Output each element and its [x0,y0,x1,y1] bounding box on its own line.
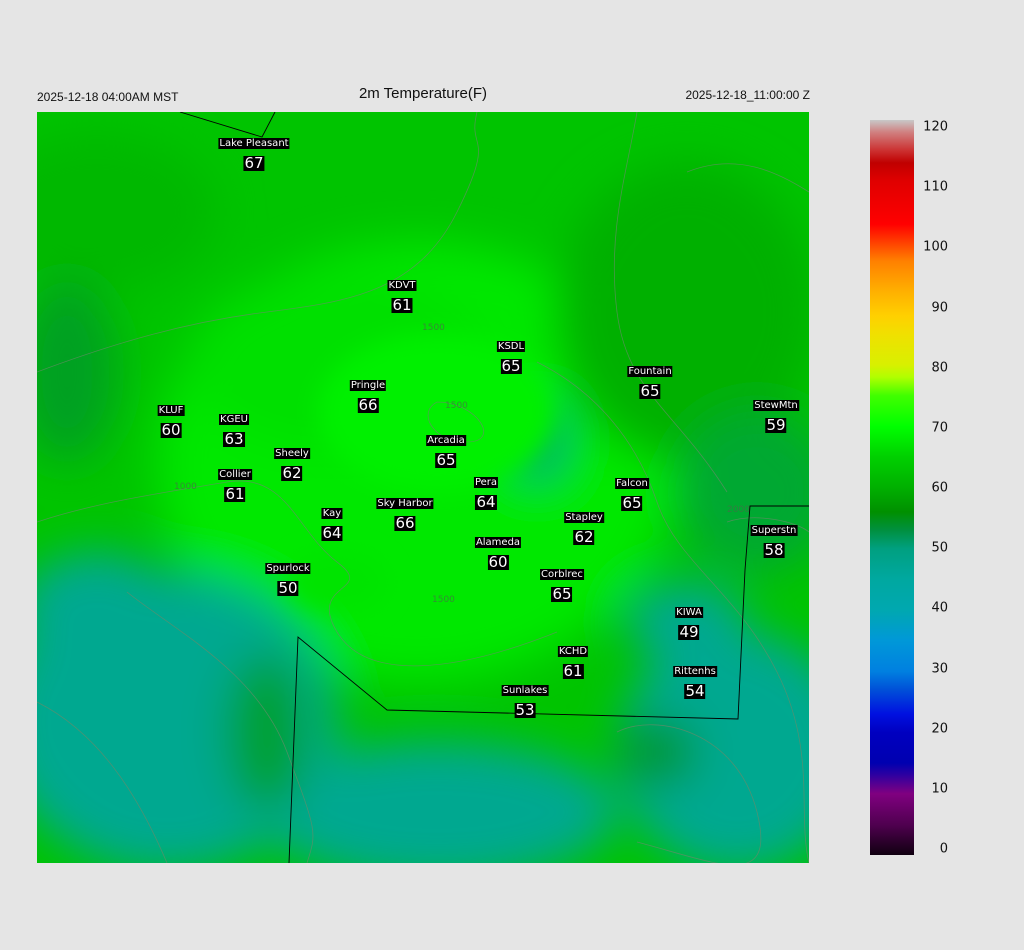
colorbar-tick-label: 20 [931,721,948,737]
local-time-label: 2025-12-18 04:00AM MST [37,90,179,104]
station-temperature: 54 [684,682,706,700]
contour-label: 1000 [174,482,197,492]
station-temperature: 50 [277,579,299,597]
station-temperature: 67 [243,154,265,172]
terrain-contours [37,112,809,863]
station-marker: Collier 61 [218,464,252,504]
station-marker: Stapley 62 [564,507,604,547]
station-name: KDVT [387,280,417,291]
station-marker: Kay 64 [321,503,343,543]
station-name: Superstn [750,525,798,536]
station-name: Sunlakes [501,685,549,696]
station-name: Falcon [615,478,649,489]
station-temperature: 60 [160,421,182,439]
station-marker: Rittenhs 54 [673,661,717,701]
station-temperature: 60 [487,553,509,571]
station-name: Rittenhs [673,666,717,677]
station-marker: KDVT 61 [387,275,417,315]
station-name: Pringle [349,380,387,391]
station-name: Kay [321,508,343,519]
station-name: KIWA [675,607,703,618]
station-marker: Pera 64 [473,472,499,512]
station-marker: KIWA 49 [675,602,703,642]
temperature-field: 1000 1500 1500 1500 2000 [37,112,809,863]
temperature-colorbar [870,120,914,855]
station-marker: Arcadia 65 [426,430,466,470]
station-temperature: 53 [514,701,536,719]
station-name: Lake Pleasant [218,138,290,149]
station-name: Spurlock [265,563,311,574]
station-temperature: 61 [224,485,246,503]
station-name: Stapley [564,512,604,523]
station-name: Alameda [474,537,522,548]
station-marker: Spurlock 50 [265,558,311,598]
station-temperature: 65 [639,382,661,400]
station-marker: Fountain 65 [627,361,673,401]
station-temperature: 58 [763,541,785,559]
valid-time-label: 2025-12-18_11:00:00 Z [685,88,810,102]
station-temperature: 62 [281,464,303,482]
colorbar-tick-label: 40 [931,600,948,616]
colorbar-tick-label: 120 [923,119,948,135]
station-marker: Alameda 60 [474,532,522,572]
station-marker: Sunlakes 53 [501,680,549,720]
station-marker: Pringle 66 [349,375,387,415]
station-name: Sheely [274,448,310,459]
station-temperature: 62 [573,528,595,546]
station-marker: Sheely 62 [274,443,310,483]
colorbar-tick-label: 110 [923,179,948,195]
station-temperature: 64 [321,524,343,542]
station-name: Arcadia [426,435,466,446]
contour-label: 1500 [445,401,468,411]
station-temperature: 61 [562,662,584,680]
contour-label: 2000 [727,505,750,515]
colorbar-tick-label: 0 [939,841,948,857]
map-title: 2m Temperature(F) [358,85,488,102]
station-temperature: 66 [394,514,416,532]
station-name: Pera [473,477,499,488]
station-temperature: 49 [678,623,700,641]
temperature-map: 1000 1500 1500 1500 2000 Lake Pleasant 67… [37,112,809,863]
station-marker: Corblrec 65 [540,564,584,604]
station-temperature: 65 [621,494,643,512]
station-temperature: 61 [391,296,413,314]
colorbar-tick-label: 50 [931,540,948,556]
station-marker: Lake Pleasant 67 [218,133,290,173]
county-boundaries [179,112,809,863]
station-temperature: 65 [500,357,522,375]
station-name: KCHD [557,646,589,657]
station-name: KLUF [157,405,185,416]
station-temperature: 65 [435,451,457,469]
station-name: Sky Harbor [376,498,434,509]
colorbar-tick-label: 60 [931,480,948,496]
contour-label: 1500 [422,323,445,333]
colorbar-tick-label: 90 [931,300,948,315]
station-marker: KCHD 61 [557,641,589,681]
colorbar-tick-label: 10 [931,781,948,797]
station-temperature: 64 [475,493,497,511]
station-marker: Sky Harbor 66 [376,493,434,533]
station-name: Corblrec [540,569,584,580]
station-temperature: 59 [765,416,787,434]
station-name: Fountain [627,366,673,377]
station-temperature: 66 [357,396,379,414]
station-name: Collier [218,469,252,480]
station-temperature: 63 [223,430,245,448]
colorbar-tick-label: 100 [923,239,948,255]
station-name: KSDL [496,341,526,352]
contour-label: 1500 [432,595,455,605]
station-name: KGEU [219,414,249,425]
station-marker: KLUF 60 [157,400,185,440]
station-marker: KSDL 65 [496,336,526,376]
colorbar-tick-label: 30 [931,661,948,676]
station-marker: StewMtn 59 [753,395,799,435]
colorbar-tick-label: 70 [931,420,948,436]
station-marker: Superstn 58 [750,520,798,560]
station-marker: Falcon 65 [615,473,649,513]
colorbar-tick-label: 80 [931,360,948,376]
station-marker: KGEU 63 [219,409,249,449]
station-temperature: 65 [551,585,573,603]
station-name: StewMtn [753,400,799,411]
